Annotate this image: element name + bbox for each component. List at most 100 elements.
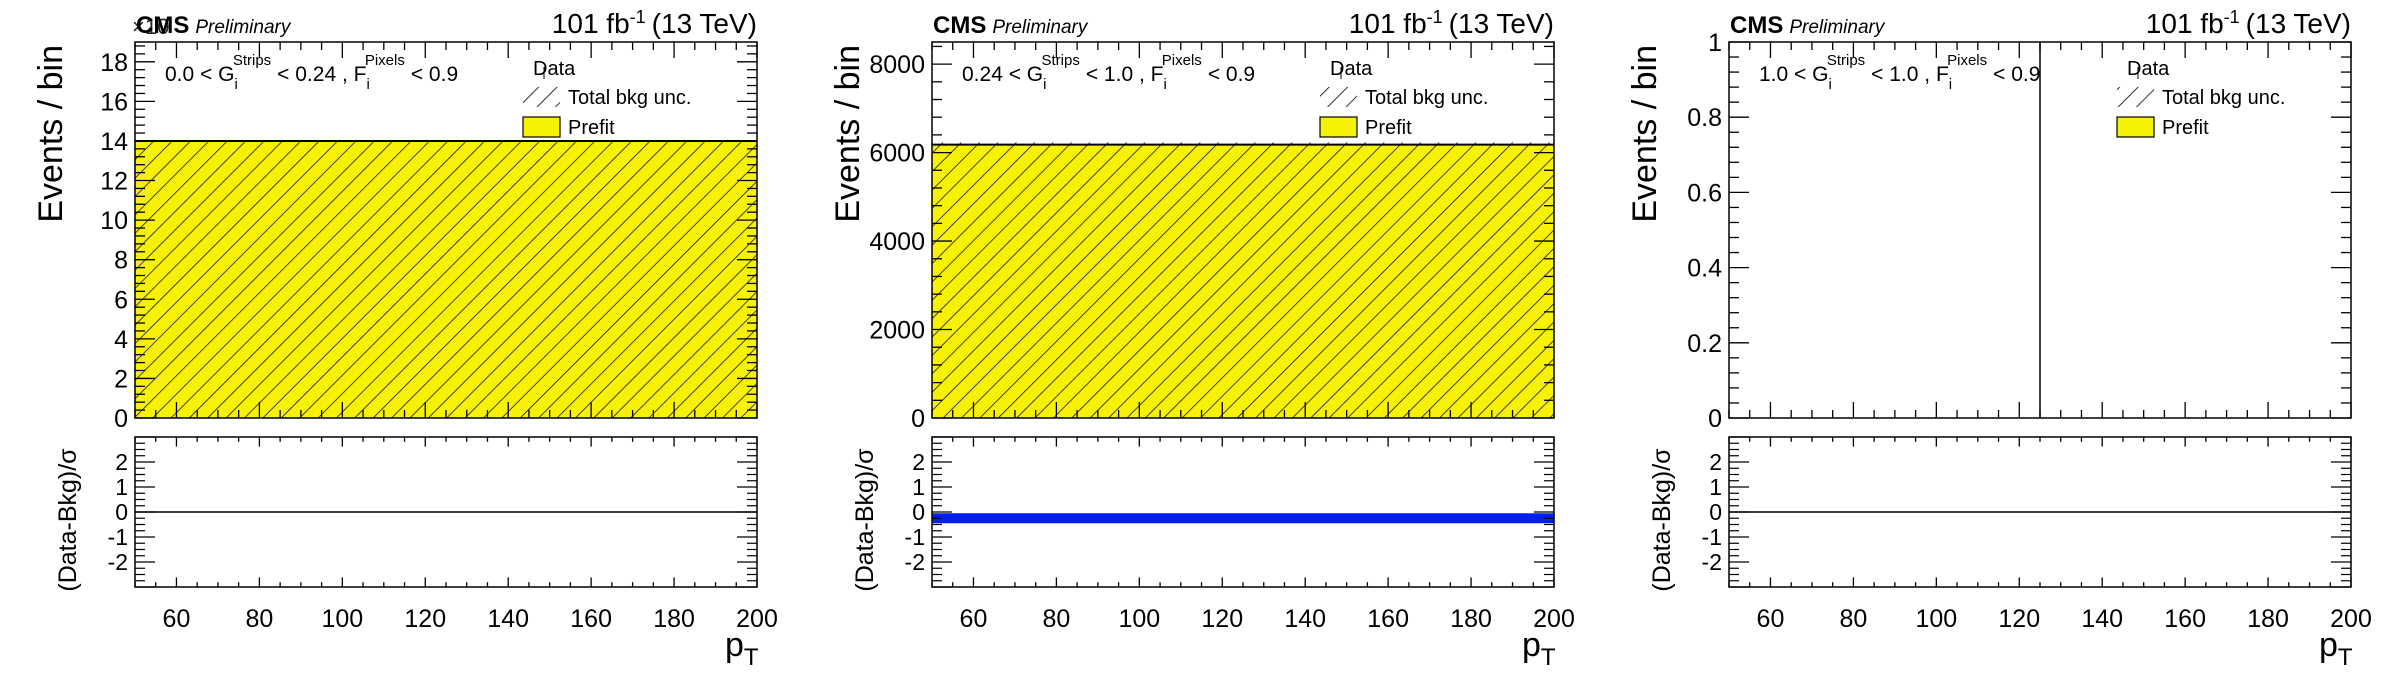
- sel-f-sub: i: [1949, 76, 1952, 93]
- x-tick-label: 160: [570, 605, 612, 633]
- ratio-y-tick-label: -1: [108, 524, 128, 550]
- pull-band: [932, 513, 1554, 524]
- x-tick-label: 80: [1042, 605, 1070, 633]
- legend-data-label: Data: [1330, 58, 1373, 80]
- y-tick-label: 0: [1708, 405, 1722, 433]
- lumi-unit-sup: -1: [630, 7, 646, 27]
- selection-label: 0.24 < GiStrips< 1.0 , FiPixels< 0.9: [962, 52, 1255, 93]
- sel-g-sub: i: [1043, 76, 1046, 93]
- sel-f-hi: < 0.9: [411, 63, 458, 86]
- ratio-y-tick-label: -1: [1702, 524, 1722, 550]
- legend-prefit-swatch: [1319, 116, 1358, 138]
- x-tick-label: 180: [1450, 605, 1492, 633]
- lumi-label: 101 fb-1 (13 TeV): [2146, 7, 2351, 39]
- legend-bkg-unc-label: Total bkg unc.: [2162, 87, 2285, 109]
- cms-header: CMS Preliminary: [136, 12, 292, 39]
- x-tick-label: 180: [2247, 605, 2289, 633]
- legend-prefit-label: Prefit: [2162, 117, 2209, 139]
- x-tick-label: 180: [653, 605, 695, 633]
- ratio-y-axis-label: (Data-Bkg)/σ: [851, 448, 879, 592]
- sel-g-lo: 1.0 < G: [1759, 63, 1828, 86]
- ratio-y-tick-label: -2: [905, 549, 925, 575]
- y-tick-label: 10: [100, 207, 128, 235]
- legend-bkg-unc-swatch: [1320, 87, 1357, 107]
- cms-label: CMS: [136, 12, 189, 39]
- y-tick-label: 0.8: [1687, 104, 1722, 132]
- sel-g-lo: 0.24 < G: [962, 63, 1043, 86]
- x-axis-label-main: p: [725, 626, 744, 664]
- y-tick-label: 14: [100, 128, 128, 156]
- x-tick-label: 120: [1998, 605, 2040, 633]
- sel-f-hi: < 0.9: [1208, 63, 1255, 86]
- y-axis-label: Events / bin: [1626, 45, 1664, 223]
- legend-prefit-label: Prefit: [1365, 117, 1412, 139]
- ratio-y-tick-label: -2: [108, 549, 128, 575]
- energy-label: (13 TeV): [652, 8, 757, 39]
- x-tick-label: 80: [1839, 605, 1867, 633]
- legend-bkg-unc-swatch: [2117, 87, 2154, 107]
- x-axis-label-main: p: [2319, 626, 2338, 664]
- sel-f-hi: < 0.9: [1993, 63, 2040, 86]
- preliminary-label: Preliminary: [1789, 17, 1886, 38]
- y-multiplier-label: ×10: [132, 14, 169, 39]
- x-axis-label-sub: T: [1541, 644, 1556, 671]
- legend-bkg-unc-label: Total bkg unc.: [568, 87, 691, 109]
- x-tick-label: 120: [1201, 605, 1243, 633]
- x-tick-label: 140: [487, 605, 529, 633]
- cms-header: CMS Preliminary: [1730, 12, 1886, 39]
- x-tick-label: 140: [2081, 605, 2123, 633]
- legend-prefit-label: Prefit: [568, 117, 615, 139]
- ratio-y-tick-label: 0: [912, 499, 925, 525]
- y-tick-label: 8: [114, 247, 128, 275]
- sel-g-hi: < 1.0 , F: [1871, 63, 1949, 86]
- sel-g-hi: < 1.0 , F: [1086, 63, 1164, 86]
- y-axis-label: Events / bin: [829, 45, 867, 223]
- x-axis-label: pT: [725, 626, 759, 671]
- legend-data-label: Data: [533, 58, 576, 80]
- x-axis-label: pT: [1522, 626, 1556, 671]
- cms-header: CMS Preliminary: [933, 12, 1089, 39]
- legend-prefit-swatch: [2116, 116, 2155, 138]
- preliminary-label: Preliminary: [195, 17, 292, 38]
- lumi-label: 101 fb-1 (13 TeV): [552, 7, 757, 39]
- y-tick-label: 12: [100, 168, 128, 196]
- y-axis-label: Events / bin: [32, 45, 70, 223]
- sel-g-sup: Strips: [1827, 52, 1865, 69]
- x-tick-label: 100: [321, 605, 363, 633]
- y-tick-label: 2: [114, 365, 128, 393]
- y-tick-label: 4000: [869, 228, 925, 256]
- x-tick-label: 80: [245, 605, 273, 633]
- x-tick-label: 100: [1118, 605, 1160, 633]
- y-tick-label: 0.2: [1687, 330, 1722, 358]
- y-tick-label: 2000: [869, 317, 925, 345]
- y-tick-label: 18: [100, 49, 128, 77]
- sel-g-lo: 0.0 < G: [165, 63, 234, 86]
- energy-label: (13 TeV): [2246, 8, 2351, 39]
- y-tick-label: 1: [1708, 29, 1722, 57]
- legend-prefit-swatch: [522, 116, 561, 138]
- y-tick-label: 0: [911, 405, 925, 433]
- sel-f-sup: Pixels: [1947, 52, 1987, 69]
- x-axis-label-sub: T: [744, 644, 759, 671]
- x-tick-label: 200: [736, 605, 778, 633]
- x-tick-label: 100: [1915, 605, 1957, 633]
- ratio-y-tick-label: 0: [115, 499, 128, 525]
- y-tick-label: 6000: [869, 140, 925, 168]
- ratio-y-tick-label: 0: [1709, 499, 1722, 525]
- x-tick-label: 200: [2330, 605, 2372, 633]
- cms-label: CMS: [933, 12, 986, 39]
- x-tick-label: 200: [1533, 605, 1575, 633]
- sel-f-sup: Pixels: [365, 52, 405, 69]
- lumi-value: 101 fb: [2146, 8, 2224, 39]
- ratio-y-axis-label: (Data-Bkg)/σ: [1648, 448, 1676, 592]
- ratio-y-tick-label: 2: [1709, 449, 1722, 475]
- y-tick-label: 0: [114, 405, 128, 433]
- y-tick-label: 0.4: [1687, 255, 1722, 283]
- total-bkg-unc-band: [135, 140, 757, 418]
- selection-label: 0.0 < GiStrips< 0.24 , FiPixels< 0.9: [165, 52, 458, 93]
- y-tick-label: 8000: [869, 51, 925, 79]
